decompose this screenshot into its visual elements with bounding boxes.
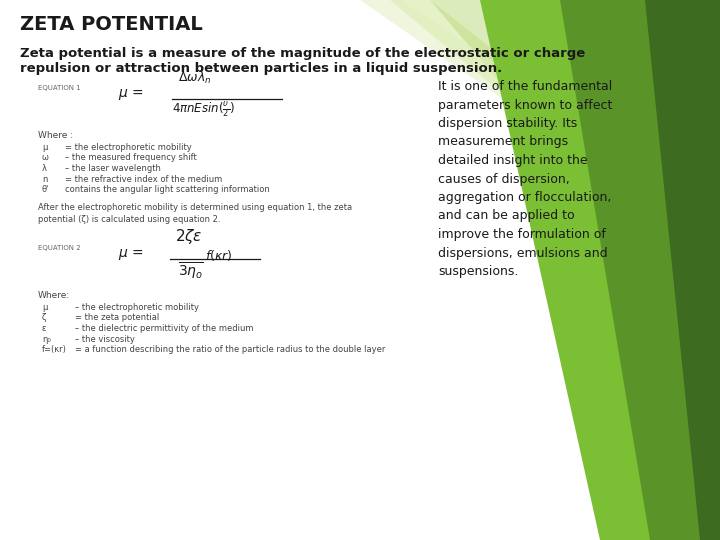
Text: After the electrophoretic mobility is determined using equation 1, the zeta
pote: After the electrophoretic mobility is de…: [38, 203, 352, 225]
Polygon shape: [430, 0, 720, 340]
Text: ω: ω: [42, 153, 49, 163]
Text: ZETA POTENTIAL: ZETA POTENTIAL: [20, 15, 203, 34]
Text: EQUATION 1: EQUATION 1: [38, 85, 81, 91]
Text: Zeta potential is a measure of the magnitude of the electrostatic or charge: Zeta potential is a measure of the magni…: [20, 47, 585, 60]
Text: μ: μ: [42, 303, 48, 312]
Text: = the refractive index of the medium: = the refractive index of the medium: [65, 174, 222, 184]
Text: – the electrophoretic mobility: – the electrophoretic mobility: [75, 303, 199, 312]
Text: contains the angular light scattering information: contains the angular light scattering in…: [65, 185, 270, 194]
Text: $\mu$ =: $\mu$ =: [118, 247, 143, 262]
Text: $\mu$ =: $\mu$ =: [118, 87, 143, 102]
Text: = the electrophoretic mobility: = the electrophoretic mobility: [65, 143, 192, 152]
Text: n: n: [42, 174, 48, 184]
Text: f=(κr): f=(κr): [42, 345, 67, 354]
Text: It is one of the fundamental
parameters known to affect
dispersion stability. It: It is one of the fundamental parameters …: [438, 80, 613, 278]
Text: – the dielectric permittivity of the medium: – the dielectric permittivity of the med…: [75, 324, 253, 333]
Text: $4\pi nEsin(\frac{\upsilon}{2})$: $4\pi nEsin(\frac{\upsilon}{2})$: [172, 101, 235, 120]
Text: η₀: η₀: [42, 334, 50, 343]
Polygon shape: [480, 0, 720, 540]
Text: $\overline{3\eta_o}$: $\overline{3\eta_o}$: [178, 261, 204, 282]
Text: $2\zeta\varepsilon$: $2\zeta\varepsilon$: [175, 227, 203, 246]
Text: – the measured frequency shift: – the measured frequency shift: [65, 153, 197, 163]
Polygon shape: [560, 0, 720, 540]
Text: $\Delta\omega\lambda_n$: $\Delta\omega\lambda_n$: [178, 70, 212, 86]
Text: EQUATION 2: EQUATION 2: [38, 245, 81, 251]
Text: $f(\kappa r)$: $f(\kappa r)$: [205, 248, 233, 263]
Text: – the viscosity: – the viscosity: [75, 334, 135, 343]
Text: – the laser wavelength: – the laser wavelength: [65, 164, 161, 173]
Polygon shape: [645, 0, 720, 540]
Text: = the zeta potential: = the zeta potential: [75, 314, 159, 322]
Text: repulsion or attraction between particles in a liquid suspension.: repulsion or attraction between particle…: [20, 62, 503, 75]
Text: Where :: Where :: [38, 131, 73, 140]
Text: ε: ε: [42, 324, 47, 333]
Text: θ': θ': [42, 185, 50, 194]
Text: Where:: Where:: [38, 291, 71, 300]
Polygon shape: [390, 0, 720, 275]
Text: ζ: ζ: [42, 314, 47, 322]
Text: = a function describing the ratio of the particle radius to the double layer: = a function describing the ratio of the…: [75, 345, 385, 354]
Text: λ: λ: [42, 164, 47, 173]
Polygon shape: [360, 0, 720, 250]
Text: μ: μ: [42, 143, 48, 152]
